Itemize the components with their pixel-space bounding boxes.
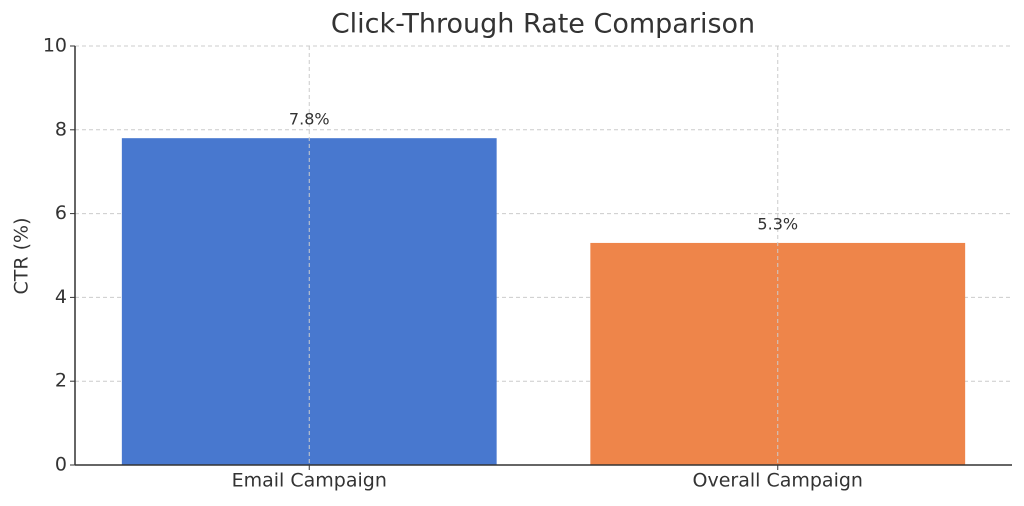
y-axis-label: CTR (%) — [11, 218, 33, 295]
x-tick-label: Email Campaign — [232, 470, 387, 492]
y-tick-label: 0 — [55, 454, 67, 476]
x-tick-label: Overall Campaign — [693, 470, 863, 492]
value-label: 7.8% — [289, 110, 330, 129]
y-tick-label: 2 — [55, 370, 67, 392]
value-label: 5.3% — [757, 214, 798, 233]
chart-title: Click-Through Rate Comparison — [331, 9, 755, 40]
y-tick-label: 4 — [55, 286, 67, 308]
y-tick-label: 10 — [43, 35, 67, 57]
y-tick-label: 6 — [55, 202, 67, 224]
y-tick-label: 8 — [55, 118, 67, 140]
